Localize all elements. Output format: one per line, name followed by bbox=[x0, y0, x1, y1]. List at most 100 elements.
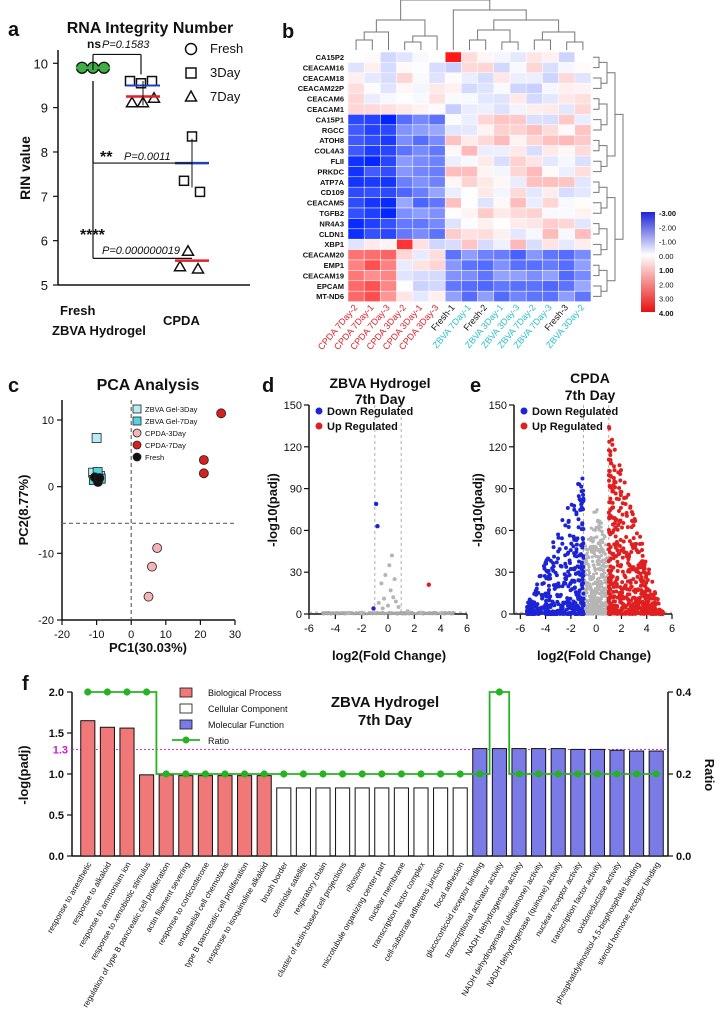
heatmap-cell bbox=[493, 72, 511, 84]
panel-e-point-ns bbox=[591, 576, 595, 580]
heatmap-cell bbox=[574, 270, 592, 282]
heatmap-cell bbox=[477, 280, 495, 292]
heatmap-cell bbox=[380, 238, 397, 250]
panel-e-point-up bbox=[641, 607, 646, 612]
panel-e-point-down bbox=[547, 587, 552, 592]
heatmap-row-label: CD109 bbox=[321, 188, 344, 197]
panel-e-point-up bbox=[623, 575, 628, 580]
panel-e-point-ns bbox=[600, 601, 604, 605]
panel-e-point-up bbox=[610, 442, 615, 447]
panel-d-ytick-label: 90 bbox=[290, 484, 302, 496]
heatmap-cell bbox=[525, 124, 543, 136]
panel-d-point-ns bbox=[383, 572, 388, 577]
panel-e-point-ns bbox=[597, 562, 601, 566]
panel-e-point-ns bbox=[584, 558, 588, 562]
go-bar bbox=[491, 748, 507, 857]
heatmap-cell bbox=[396, 218, 414, 230]
go-bar bbox=[217, 775, 233, 857]
go-bar bbox=[354, 787, 370, 857]
panel-a-sig2-p: P=0.0011 bbox=[124, 151, 171, 163]
heatmap-cell bbox=[412, 155, 430, 167]
heatmap-cell bbox=[525, 249, 543, 261]
heatmap-cell bbox=[380, 259, 397, 271]
panel-e-point-up bbox=[654, 611, 659, 616]
panel-e-point-down bbox=[579, 598, 584, 603]
heatmap-cell bbox=[509, 134, 527, 146]
panel-d-point-ns bbox=[333, 611, 337, 615]
go-bar bbox=[315, 787, 331, 857]
heatmap-cell bbox=[477, 238, 495, 250]
panel-e-point-up bbox=[624, 535, 629, 540]
heatmap-cell bbox=[396, 197, 414, 209]
panel-e-point-ns bbox=[591, 612, 595, 616]
heatmap-cell bbox=[493, 62, 511, 74]
panel-e-point-ns bbox=[591, 582, 595, 586]
panel-e-point-ns bbox=[603, 604, 607, 608]
panel-e-point-ns bbox=[598, 582, 602, 586]
panel-e-point-ns bbox=[603, 543, 608, 547]
panel-e-point-down bbox=[560, 518, 565, 523]
heatmap-row-label: TGFB2 bbox=[319, 209, 344, 218]
panel-d-point-ns bbox=[393, 599, 398, 604]
panel-d-point-ns bbox=[329, 612, 333, 616]
heatmap-cell bbox=[493, 155, 511, 167]
panel-e-point-ns bbox=[599, 579, 603, 584]
panel-f-ylabel: -log(padj) bbox=[16, 745, 31, 804]
panel-e-point-up bbox=[611, 584, 616, 589]
panel-e-point-ns bbox=[595, 597, 599, 601]
panel-e-point-up bbox=[640, 590, 645, 595]
ratio-point bbox=[476, 770, 484, 778]
panel-e-point-ns bbox=[596, 549, 600, 553]
panel-e-point-ns bbox=[596, 611, 600, 615]
panel-e-point-up bbox=[609, 461, 614, 466]
panel-e-point-up bbox=[612, 520, 617, 525]
panel-d-ytick-label: 60 bbox=[290, 525, 302, 537]
heatmap-cell bbox=[363, 145, 381, 157]
heatmap-cell bbox=[493, 103, 511, 115]
panel-d-point-ns bbox=[322, 611, 326, 615]
heatmap-cell bbox=[428, 290, 446, 302]
heatmap-cell bbox=[363, 124, 381, 136]
heatmap-dendrogram-top bbox=[375, 19, 426, 36]
ratio-point bbox=[221, 770, 229, 778]
panel-e-point-ns bbox=[601, 548, 605, 552]
heatmap-cell bbox=[477, 197, 495, 209]
panel-e-point-ns bbox=[586, 537, 591, 541]
panel-f-ylabel-right: Ratio bbox=[702, 759, 717, 792]
panel-e-point-up bbox=[623, 605, 628, 610]
heatmap-row-label: CA15P1 bbox=[316, 115, 344, 124]
panel-d-point-ns bbox=[386, 603, 390, 608]
heatmap-row-label: EPCAM bbox=[317, 282, 344, 291]
panel-e-point-ns bbox=[601, 537, 605, 541]
heatmap-cell bbox=[493, 290, 511, 302]
panel-a-legend-label: 3Day bbox=[210, 65, 241, 80]
heatmap-dendrogram-top bbox=[400, 0, 491, 20]
heatmap-cell bbox=[477, 207, 495, 219]
heatmap-cell bbox=[444, 155, 462, 167]
panel-d-ytick-label: 0 bbox=[296, 609, 302, 621]
heatmap-cell bbox=[347, 134, 365, 146]
panel-e-point-up bbox=[611, 464, 616, 469]
panel-a-ytick-label: 9 bbox=[41, 101, 48, 116]
panel-f-ytick-label: 1.0 bbox=[49, 769, 64, 781]
panel-e-point-up bbox=[627, 554, 632, 559]
panel-e-point-up bbox=[645, 604, 650, 609]
heatmap-cell bbox=[558, 186, 576, 198]
heatmap-dendrogram-right bbox=[593, 77, 602, 89]
panel-e-point-down bbox=[577, 610, 582, 615]
panel-e-point-up bbox=[640, 553, 645, 558]
heatmap-cell bbox=[558, 124, 576, 136]
panel-e-point-down bbox=[579, 489, 584, 494]
panel-c-ylabel: PC2(8.77%) bbox=[16, 475, 31, 546]
panel-f-ytick-right-label: 0.0 bbox=[676, 851, 691, 863]
panel-e-point-down bbox=[572, 567, 577, 572]
panel-e-ytick-label: 150 bbox=[489, 400, 507, 412]
panel-e-point-ns bbox=[595, 508, 599, 512]
panel-e-point-ns bbox=[598, 538, 603, 542]
panel-e-point-down bbox=[568, 548, 573, 553]
panel-e-point-ns bbox=[594, 545, 598, 549]
heatmap-cell bbox=[412, 207, 430, 219]
heatmap-cell bbox=[574, 51, 592, 63]
heatmap-cell bbox=[363, 218, 381, 230]
panel-e-point-ns bbox=[598, 605, 602, 609]
